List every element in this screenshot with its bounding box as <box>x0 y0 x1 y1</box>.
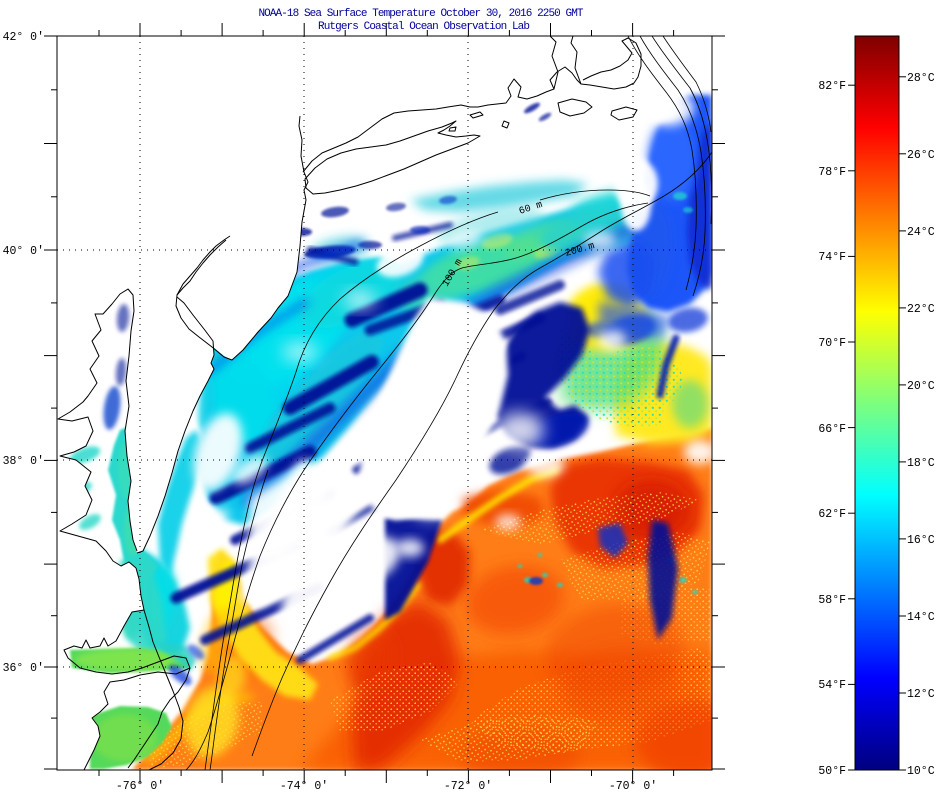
svg-text:NOAA-18 Sea Surface Temperatur: NOAA-18 Sea Surface Temperature October … <box>259 8 584 20</box>
svg-text:74°F: 74°F <box>818 251 846 264</box>
svg-text:16°C: 16°C <box>907 534 935 547</box>
svg-text:50°F: 50°F <box>818 765 846 778</box>
svg-text:70°F: 70°F <box>818 337 846 350</box>
svg-text:82°F: 82°F <box>818 80 846 93</box>
svg-text:-76° 0': -76° 0' <box>116 780 164 793</box>
svg-text:42° 0': 42° 0' <box>3 31 44 44</box>
svg-text:10°C: 10°C <box>907 765 935 778</box>
svg-text:Rutgers Coastal Ocean Observat: Rutgers Coastal Ocean Observation Lab <box>318 21 530 33</box>
svg-text:24°C: 24°C <box>907 226 935 239</box>
svg-text:36° 0': 36° 0' <box>3 662 44 675</box>
svg-text:28°C: 28°C <box>907 72 935 85</box>
svg-text:58°F: 58°F <box>818 594 846 607</box>
svg-text:26°C: 26°C <box>907 149 935 162</box>
svg-text:54°F: 54°F <box>818 679 846 692</box>
svg-text:20°C: 20°C <box>907 380 935 393</box>
svg-text:22°C: 22°C <box>907 303 935 316</box>
svg-text:66°F: 66°F <box>818 423 846 436</box>
svg-text:-72° 0': -72° 0' <box>444 780 492 793</box>
svg-text:38° 0': 38° 0' <box>3 455 44 468</box>
svg-text:18°C: 18°C <box>907 457 935 470</box>
svg-text:-70° 0': -70° 0' <box>609 780 657 793</box>
svg-text:-74° 0': -74° 0' <box>280 780 328 793</box>
svg-text:14°C: 14°C <box>907 611 935 624</box>
svg-text:78°F: 78°F <box>818 166 846 179</box>
svg-text:12°C: 12°C <box>907 688 935 701</box>
svg-text:40° 0': 40° 0' <box>3 245 44 258</box>
svg-text:62°F: 62°F <box>818 508 846 521</box>
